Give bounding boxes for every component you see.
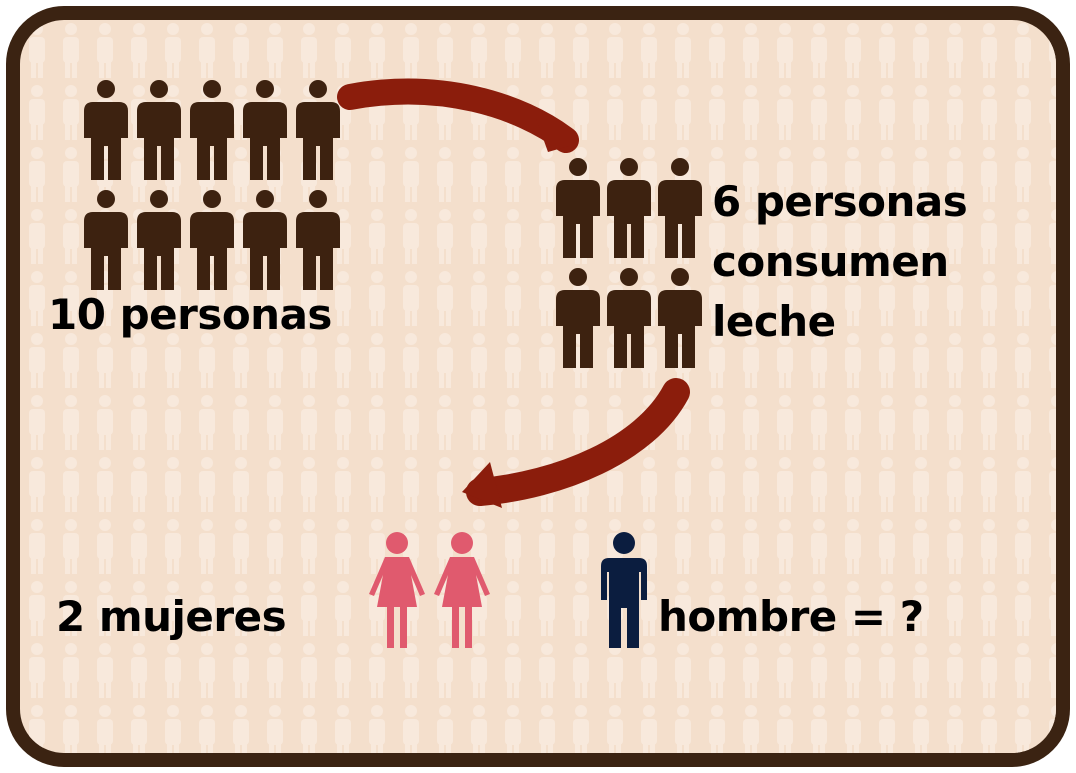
person-icon: [84, 80, 128, 180]
person-icon: [658, 158, 702, 258]
label-10-personas: 10 personas: [48, 290, 332, 339]
person-icon: [190, 80, 234, 180]
person-icon: [556, 268, 600, 368]
person-icon: [296, 80, 340, 180]
label-6-personas-consumen-leche: 6 personas consumen leche: [712, 172, 968, 352]
label-2-mujeres: 2 mujeres: [56, 592, 287, 641]
group-10-personas: [84, 80, 340, 290]
person-icon: [137, 80, 181, 180]
man-icon: [601, 532, 647, 648]
label-hombre: hombre = ?: [658, 592, 924, 641]
person-icon: [607, 268, 651, 368]
person-icon: [137, 190, 181, 290]
label-line: consumen: [712, 237, 949, 286]
person-icon: [190, 190, 234, 290]
person-icon: [296, 190, 340, 290]
person-icon: [658, 268, 702, 368]
person-icon: [243, 80, 287, 180]
person-icon: [84, 190, 128, 290]
woman-icon: [434, 532, 490, 648]
curved-arrow-icon: [337, 78, 579, 153]
group-hombre: [601, 532, 647, 648]
label-line: leche: [712, 297, 836, 346]
person-icon: [556, 158, 600, 258]
curved-arrow-icon: [462, 378, 690, 508]
group-2-mujeres: [369, 532, 490, 648]
woman-icon: [369, 532, 425, 648]
background-people-pattern: [20, 20, 1056, 753]
person-icon: [607, 158, 651, 258]
label-line: 6 personas: [712, 177, 968, 226]
person-icon: [243, 190, 287, 290]
group-6-personas: [556, 158, 702, 368]
